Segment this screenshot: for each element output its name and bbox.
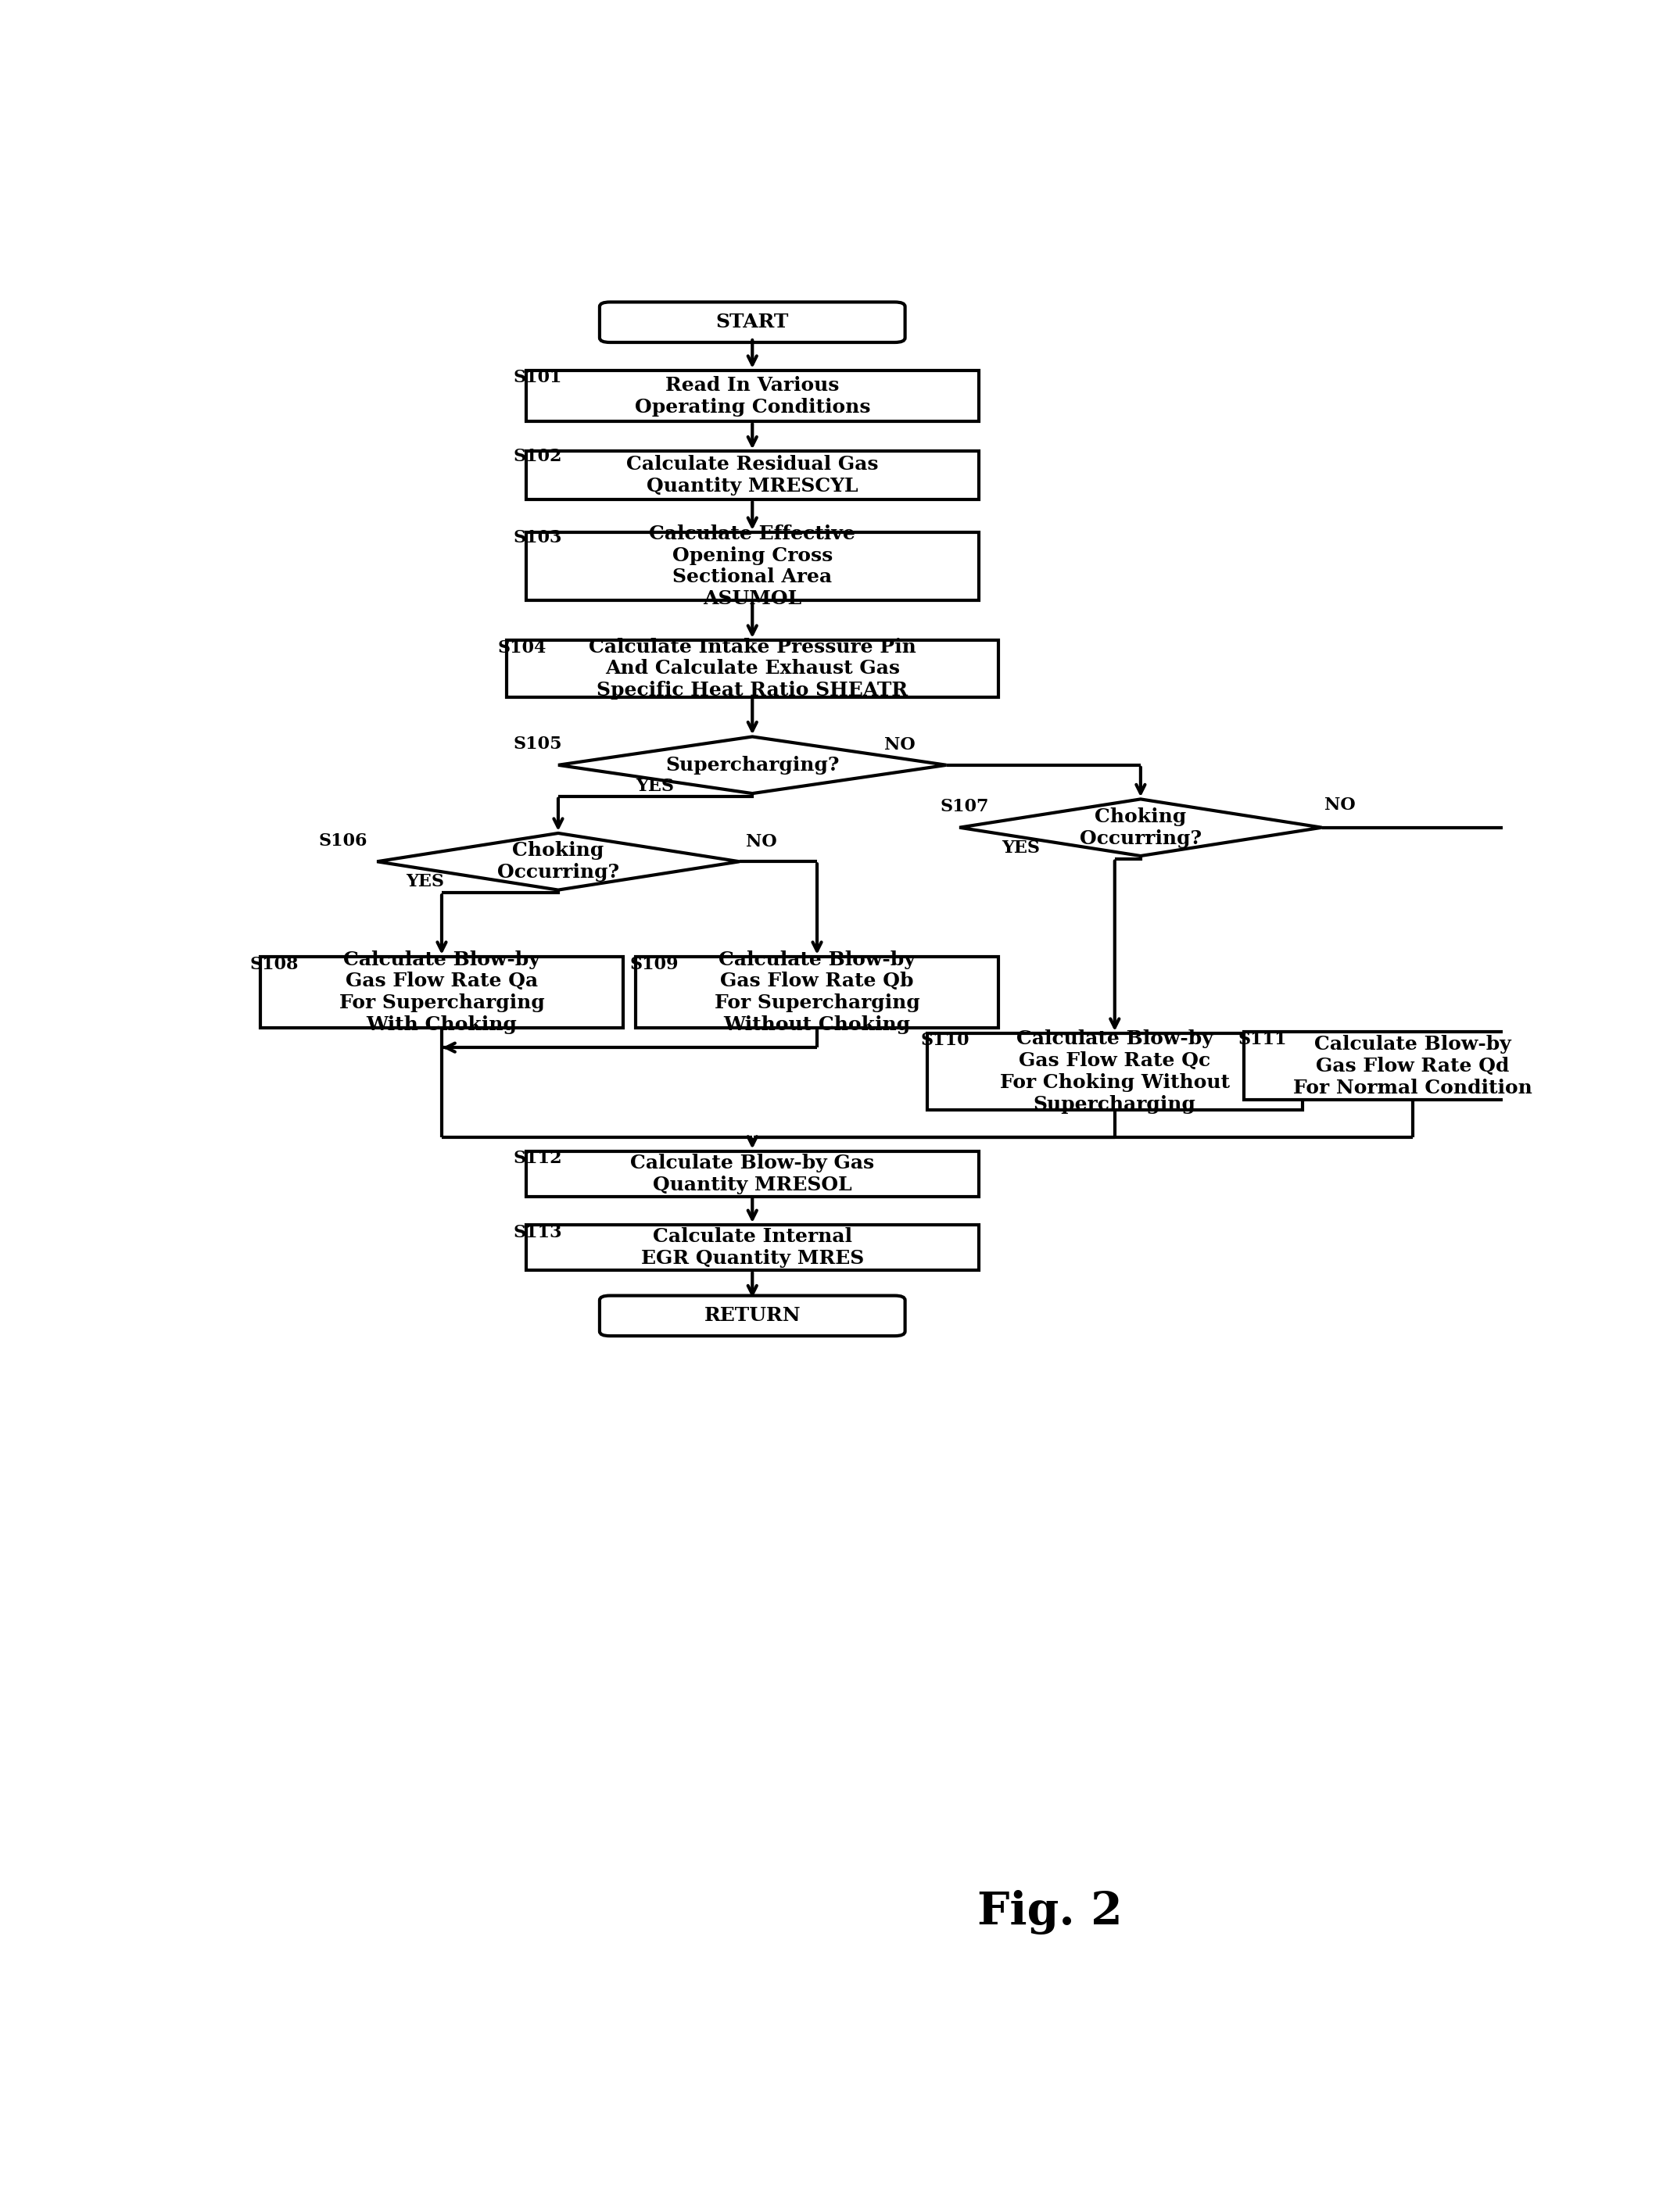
Text: Calculate Blow-by
Gas Flow Rate Qb
For Supercharging
Without Choking: Calculate Blow-by Gas Flow Rate Qb For S… — [715, 951, 920, 1035]
Text: S113: S113 — [513, 1223, 561, 1241]
Text: Calculate Intake Pressure Pin
And Calculate Exhaust Gas
Specific Heat Ratio SHEA: Calculate Intake Pressure Pin And Calcul… — [588, 637, 917, 699]
Text: S111: S111 — [1237, 1031, 1286, 1048]
Text: Choking
Occurring?: Choking Occurring? — [498, 841, 620, 883]
Text: S107: S107 — [940, 799, 989, 816]
Text: S108: S108 — [250, 956, 299, 973]
Text: Fig. 2: Fig. 2 — [977, 1889, 1122, 1936]
Text: S109: S109 — [630, 956, 678, 973]
Text: S105: S105 — [513, 737, 561, 752]
Text: Calculate Blow-by
Gas Flow Rate Qc
For Choking Without
Supercharging: Calculate Blow-by Gas Flow Rate Qc For C… — [1000, 1029, 1229, 1113]
FancyBboxPatch shape — [600, 303, 905, 343]
Bar — [526, 533, 979, 599]
Text: YES: YES — [406, 874, 444, 889]
Bar — [261, 956, 623, 1029]
Text: Calculate Residual Gas
Quantity MRESCYL: Calculate Residual Gas Quantity MRESCYL — [626, 456, 878, 495]
Bar — [636, 956, 999, 1029]
Bar — [526, 1150, 979, 1197]
Text: Calculate Blow-by
Gas Flow Rate Qd
For Normal Condition: Calculate Blow-by Gas Flow Rate Qd For N… — [1293, 1035, 1531, 1097]
Text: RETURN: RETURN — [705, 1307, 800, 1325]
Bar — [526, 451, 979, 500]
Text: S112: S112 — [513, 1150, 561, 1168]
Bar — [526, 369, 979, 422]
Text: NO: NO — [885, 737, 915, 754]
Bar — [526, 1225, 979, 1270]
Text: Calculate Blow-by Gas
Quantity MRESOL: Calculate Blow-by Gas Quantity MRESOL — [630, 1155, 875, 1194]
Text: Choking
Occurring?: Choking Occurring? — [1079, 807, 1202, 847]
Text: Calculate Blow-by
Gas Flow Rate Qa
For Supercharging
With Choking: Calculate Blow-by Gas Flow Rate Qa For S… — [339, 951, 544, 1035]
Text: Calculate Internal
EGR Quantity MRES: Calculate Internal EGR Quantity MRES — [641, 1228, 863, 1267]
Text: YES: YES — [1002, 841, 1040, 856]
Text: S104: S104 — [498, 639, 546, 657]
Text: YES: YES — [636, 776, 675, 794]
Text: NO: NO — [746, 834, 777, 849]
Polygon shape — [558, 737, 947, 794]
Text: Supercharging?: Supercharging? — [665, 757, 840, 774]
Bar — [927, 1033, 1303, 1110]
Bar — [506, 639, 999, 697]
Text: S103: S103 — [513, 529, 561, 546]
Text: Calculate Effective
Opening Cross
Sectional Area
ASUMOL: Calculate Effective Opening Cross Sectio… — [650, 524, 855, 608]
Bar — [1244, 1031, 1581, 1099]
Text: S101: S101 — [513, 369, 561, 385]
Text: START: START — [716, 312, 788, 332]
Text: S102: S102 — [513, 449, 561, 465]
FancyBboxPatch shape — [600, 1296, 905, 1336]
Polygon shape — [960, 799, 1323, 856]
Text: S106: S106 — [319, 832, 367, 849]
Text: S110: S110 — [920, 1031, 970, 1048]
Text: Read In Various
Operating Conditions: Read In Various Operating Conditions — [635, 376, 870, 416]
Text: NO: NO — [1324, 796, 1356, 814]
Polygon shape — [377, 834, 740, 889]
